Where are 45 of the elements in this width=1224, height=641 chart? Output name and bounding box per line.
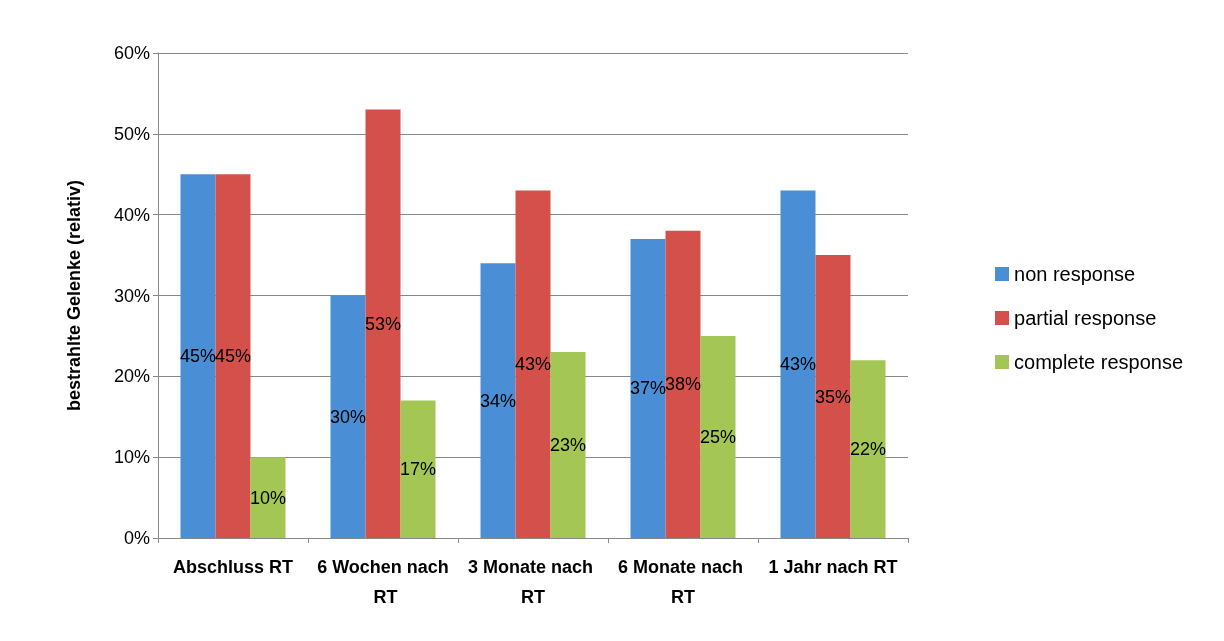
bar	[630, 238, 666, 538]
bar	[700, 335, 736, 538]
x-tick-label: 3 Monate nach RT	[467, 557, 599, 607]
x-tick-label: Abschluss RT	[172, 557, 294, 577]
y-tick-label: 30%	[113, 285, 150, 306]
bar	[665, 230, 701, 538]
bar	[515, 190, 551, 538]
bar	[215, 174, 251, 538]
data-label: 45%	[179, 346, 217, 367]
x-tick-label: 6 Wochen nach RT	[317, 557, 449, 607]
bar	[400, 400, 436, 538]
bar	[480, 263, 516, 538]
data-label: 34%	[479, 390, 517, 411]
data-label: 17%	[399, 459, 437, 480]
bar	[550, 352, 586, 538]
y-tick-label: 20%	[113, 366, 150, 387]
data-label: 43%	[779, 354, 817, 375]
data-label: 25%	[699, 426, 737, 447]
bar	[250, 457, 286, 538]
bar	[365, 109, 401, 538]
bar	[815, 255, 851, 538]
y-tick-label: 0%	[123, 528, 150, 548]
y-tick-label: 40%	[113, 204, 150, 225]
legend-label: non response	[1014, 263, 1136, 285]
bar	[850, 360, 886, 538]
bar	[780, 190, 816, 538]
y-tick-label: 50%	[113, 123, 150, 144]
y-tick-label: 60%	[113, 43, 150, 63]
x-tick-label: 1 Jahr nach RT	[768, 557, 898, 577]
data-label: 30%	[329, 406, 367, 427]
data-label: 35%	[814, 386, 852, 407]
x-tick-label: 6 Monate nach RT	[617, 557, 749, 607]
bar	[330, 295, 366, 538]
y-axis-title: bestrahlte Gelenke (relativ)	[64, 179, 84, 412]
data-label: 45%	[214, 346, 252, 367]
legend-label: partial response	[1014, 307, 1157, 329]
data-label: 10%	[249, 487, 287, 508]
legend-label: complete response	[1014, 351, 1183, 373]
y-tick-label: 10%	[113, 447, 150, 468]
data-label: 43%	[514, 354, 552, 375]
data-label: 53%	[364, 313, 402, 334]
data-label: 37%	[629, 378, 667, 399]
bar	[180, 174, 216, 538]
data-label: 23%	[549, 435, 587, 456]
data-label: 22%	[849, 439, 887, 460]
